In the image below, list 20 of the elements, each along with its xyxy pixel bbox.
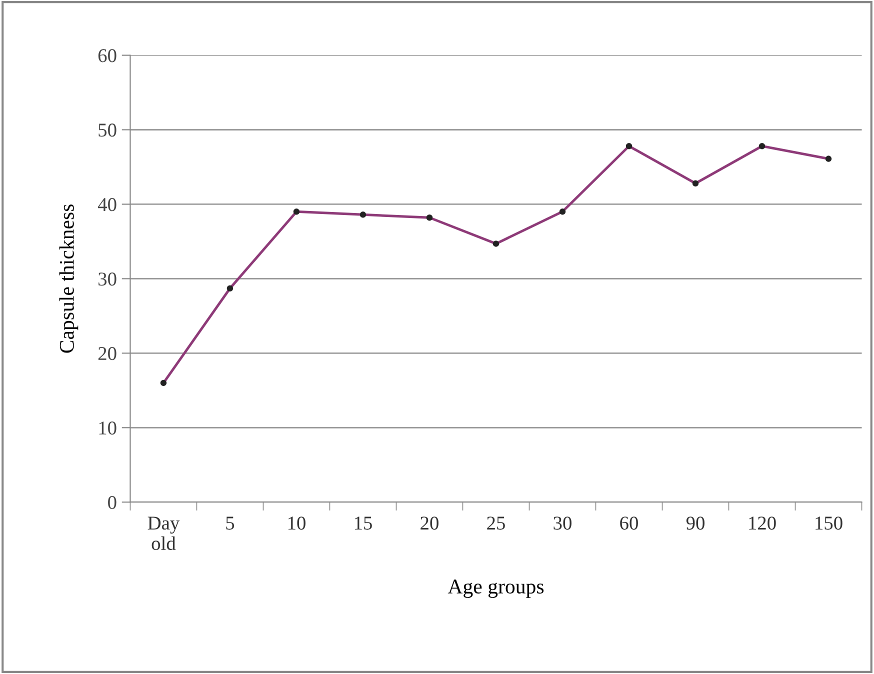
x-tick-label: 10 <box>288 516 306 530</box>
y-axis-title: Capsule thickness <box>59 204 78 353</box>
x-tick-label: 60 <box>620 516 638 530</box>
x-tick-label: 20 <box>420 516 438 530</box>
y-tick-label: 60 <box>98 49 116 62</box>
x-tick-label: 5 <box>226 516 234 530</box>
x-tick-label: 15 <box>354 516 372 530</box>
y-tick-label: 10 <box>99 421 116 435</box>
y-tick-label: 0 <box>108 496 116 510</box>
y-tick-label: 50 <box>98 124 116 137</box>
x-tick-label: 90 <box>686 516 704 530</box>
x-tick-label: 120 <box>749 516 776 530</box>
x-tick-label: 150 <box>816 516 842 530</box>
y-tick-label: 20 <box>98 346 116 360</box>
y-tick-label: 40 <box>98 198 116 212</box>
x-tick-label: Day old <box>148 516 180 550</box>
x-axis-title: Age groups <box>448 580 544 598</box>
x-tick-label: 30 <box>554 516 572 530</box>
x-tick-label: 25 <box>487 516 505 530</box>
y-tick-label: 30 <box>98 272 116 286</box>
